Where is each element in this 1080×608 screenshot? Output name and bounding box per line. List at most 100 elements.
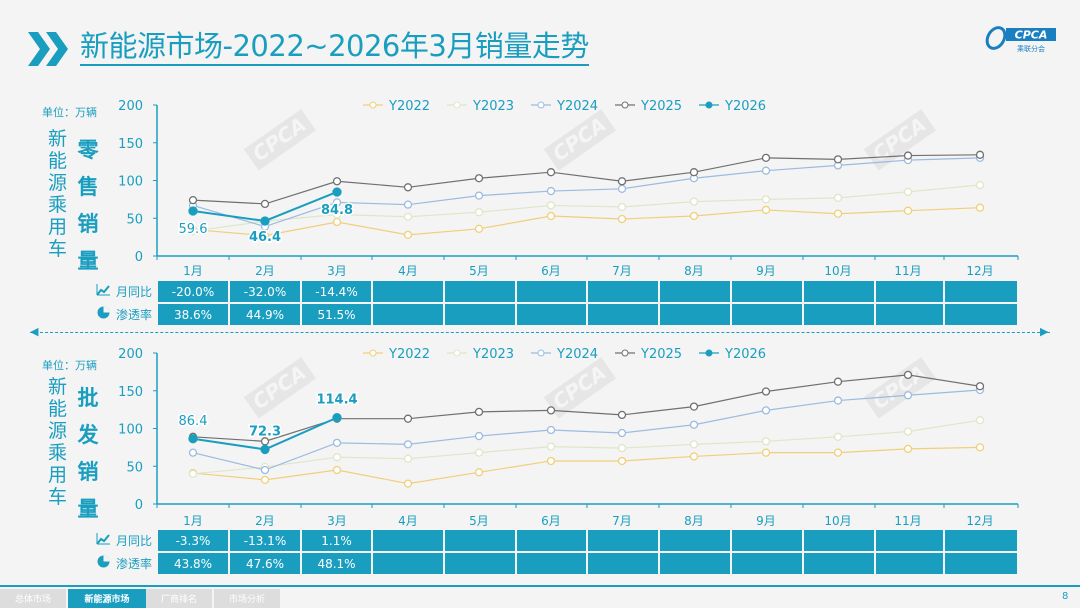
x-tick-label: 7月 — [612, 514, 632, 528]
side-label-char: 用 — [48, 216, 68, 238]
data-label: 59.6 — [179, 222, 208, 237]
legend-label: Y2023 — [472, 347, 514, 362]
table-cell-penetration — [588, 553, 658, 574]
data-point-Y2022 — [833, 448, 843, 457]
row-label-yoy: 月同比 — [82, 529, 152, 551]
table-cell-yoy: -20.0% — [158, 281, 228, 302]
legend-marker — [537, 349, 545, 357]
legend-marker — [369, 101, 377, 109]
section-divider — [30, 332, 1050, 335]
side-label-char: 能 — [48, 398, 68, 420]
legend-marker — [453, 101, 461, 109]
table-cell-penetration — [732, 304, 802, 325]
x-tick-label: 12月 — [966, 514, 993, 528]
data-point-Y2026 — [260, 216, 270, 226]
legend-label: Y2024 — [556, 99, 598, 114]
table-cell-penetration — [945, 304, 1017, 325]
unit-label: 单位：万辆 — [42, 359, 97, 372]
legend-marker — [369, 349, 377, 357]
data-point-Y2024 — [689, 420, 699, 429]
data-point-Y2025 — [903, 151, 913, 160]
legend-marker — [705, 349, 713, 357]
y-tick-label: 200 — [118, 99, 143, 114]
table-cell-penetration — [445, 304, 515, 325]
data-point-Y2022 — [474, 468, 484, 477]
legend-label: Y2023 — [472, 99, 514, 114]
data-point-Y2025 — [617, 410, 627, 420]
data-point-Y2023 — [833, 432, 843, 441]
data-point-Y2024 — [403, 440, 413, 449]
data-point-Y2023 — [546, 442, 556, 451]
x-tick-label: 9月 — [756, 264, 776, 278]
table-cell-penetration — [660, 304, 730, 325]
data-point-Y2023 — [975, 416, 985, 425]
side-label: 新能源乘用车 — [48, 128, 67, 260]
data-label: 46.4 — [249, 230, 281, 245]
side-label-char: 车 — [48, 486, 68, 508]
data-point-Y2022 — [975, 443, 985, 452]
data-point-Y2022 — [617, 214, 627, 224]
footer-tab[interactable]: 市场分析 — [214, 589, 280, 608]
legend-marker — [453, 349, 461, 357]
table-cell-yoy: 1.1% — [302, 530, 371, 551]
side-label-char: 乘 — [48, 442, 68, 464]
x-tick-label: 8月 — [684, 264, 704, 278]
data-point-Y2026 — [188, 206, 198, 216]
cpca-watermark: CPCA — [243, 357, 317, 419]
data-point-Y2022 — [332, 217, 342, 227]
data-point-Y2025 — [761, 153, 771, 162]
pie-chart-icon — [97, 555, 110, 571]
data-point-Y2022 — [903, 206, 913, 215]
table-cell-yoy — [373, 281, 443, 302]
row-label-penetration: 渗透率 — [82, 303, 152, 325]
row-label-penetration: 渗透率 — [82, 552, 152, 574]
table-cell-penetration — [373, 304, 443, 325]
data-point-Y2023 — [903, 427, 913, 436]
data-point-Y2022 — [617, 456, 627, 466]
table-cell-yoy — [445, 281, 515, 302]
chevron-right-icon — [28, 32, 68, 66]
table-cell-yoy — [945, 281, 1017, 302]
series-line-Y2022 — [192, 207, 981, 237]
cpca-watermark: CPCA — [543, 109, 617, 171]
pie-chart-icon — [97, 306, 110, 322]
x-tick-label: 5月 — [469, 514, 489, 528]
side-label-char: 源 — [48, 420, 68, 442]
x-tick-label: 4月 — [398, 264, 418, 278]
y-tick-label: 100 — [118, 175, 143, 190]
data-label: 84.8 — [321, 203, 353, 218]
side-label: 新能源乘用车 — [48, 376, 67, 508]
table-cell-yoy — [876, 530, 943, 551]
data-point-Y2025 — [403, 183, 413, 192]
data-point-Y2024 — [260, 465, 270, 475]
data-point-Y2024 — [833, 396, 843, 405]
data-point-Y2023 — [689, 440, 699, 449]
unit-label: 单位：万辆 — [42, 106, 97, 119]
y-tick-label: 50 — [126, 212, 143, 227]
table-cell-yoy — [445, 530, 515, 551]
data-point-Y2025 — [546, 168, 556, 177]
legend-label: Y2025 — [640, 99, 682, 114]
side-label-char: 源 — [48, 172, 68, 194]
footer-tab[interactable]: 新能源市场 — [68, 589, 146, 608]
legend-label: Y2026 — [724, 99, 766, 114]
data-point-Y2022 — [332, 465, 342, 475]
data-point-Y2022 — [403, 230, 413, 240]
side-label-char: 能 — [48, 150, 68, 172]
data-point-Y2025 — [689, 402, 699, 411]
data-point-Y2022 — [689, 452, 699, 461]
row-label-text: 月同比 — [115, 284, 152, 299]
table-cell-penetration — [804, 553, 874, 574]
footer-tab[interactable]: 厂商排名 — [146, 589, 212, 608]
y-tick-label: 200 — [118, 347, 143, 362]
data-point-Y2023 — [903, 187, 913, 196]
footer-tab[interactable]: 总体市场 — [0, 589, 66, 608]
table-cell-penetration — [804, 304, 874, 325]
data-point-Y2024 — [332, 438, 342, 447]
data-point-Y2023 — [332, 210, 342, 219]
data-point-Y2026 — [260, 444, 270, 455]
x-tick-label: 10月 — [824, 264, 851, 278]
data-point-Y2024 — [761, 166, 771, 175]
table-cell-penetration — [373, 553, 443, 574]
